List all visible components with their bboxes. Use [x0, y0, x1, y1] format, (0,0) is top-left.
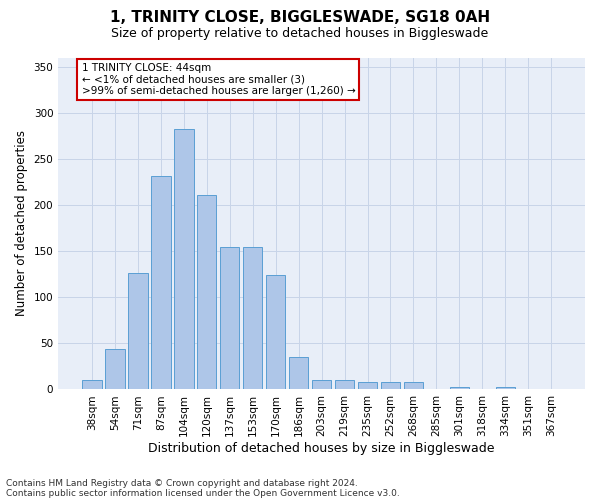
Bar — [449, 386, 469, 390]
Bar — [105, 349, 125, 390]
Text: 1 TRINITY CLOSE: 44sqm
← <1% of detached houses are smaller (3)
>99% of semi-det: 1 TRINITY CLOSE: 44sqm ← <1% of detached… — [82, 63, 355, 96]
Bar — [404, 382, 423, 390]
Bar — [289, 357, 308, 390]
Text: 1, TRINITY CLOSE, BIGGLESWADE, SG18 0AH: 1, TRINITY CLOSE, BIGGLESWADE, SG18 0AH — [110, 10, 490, 25]
X-axis label: Distribution of detached houses by size in Biggleswade: Distribution of detached houses by size … — [148, 442, 495, 455]
Bar — [197, 195, 217, 390]
Bar — [174, 128, 194, 390]
Bar — [335, 380, 355, 390]
Text: Size of property relative to detached houses in Biggleswade: Size of property relative to detached ho… — [112, 28, 488, 40]
Bar — [266, 275, 286, 390]
Bar — [496, 386, 515, 390]
Bar — [243, 246, 262, 390]
Text: Contains HM Land Registry data © Crown copyright and database right 2024.: Contains HM Land Registry data © Crown c… — [6, 478, 358, 488]
Bar — [381, 382, 400, 390]
Bar — [128, 274, 148, 390]
Y-axis label: Number of detached properties: Number of detached properties — [15, 130, 28, 316]
Bar — [220, 246, 239, 390]
Bar — [151, 176, 170, 390]
Bar — [312, 380, 331, 390]
Bar — [358, 382, 377, 390]
Text: Contains public sector information licensed under the Open Government Licence v3: Contains public sector information licen… — [6, 488, 400, 498]
Bar — [82, 380, 101, 390]
